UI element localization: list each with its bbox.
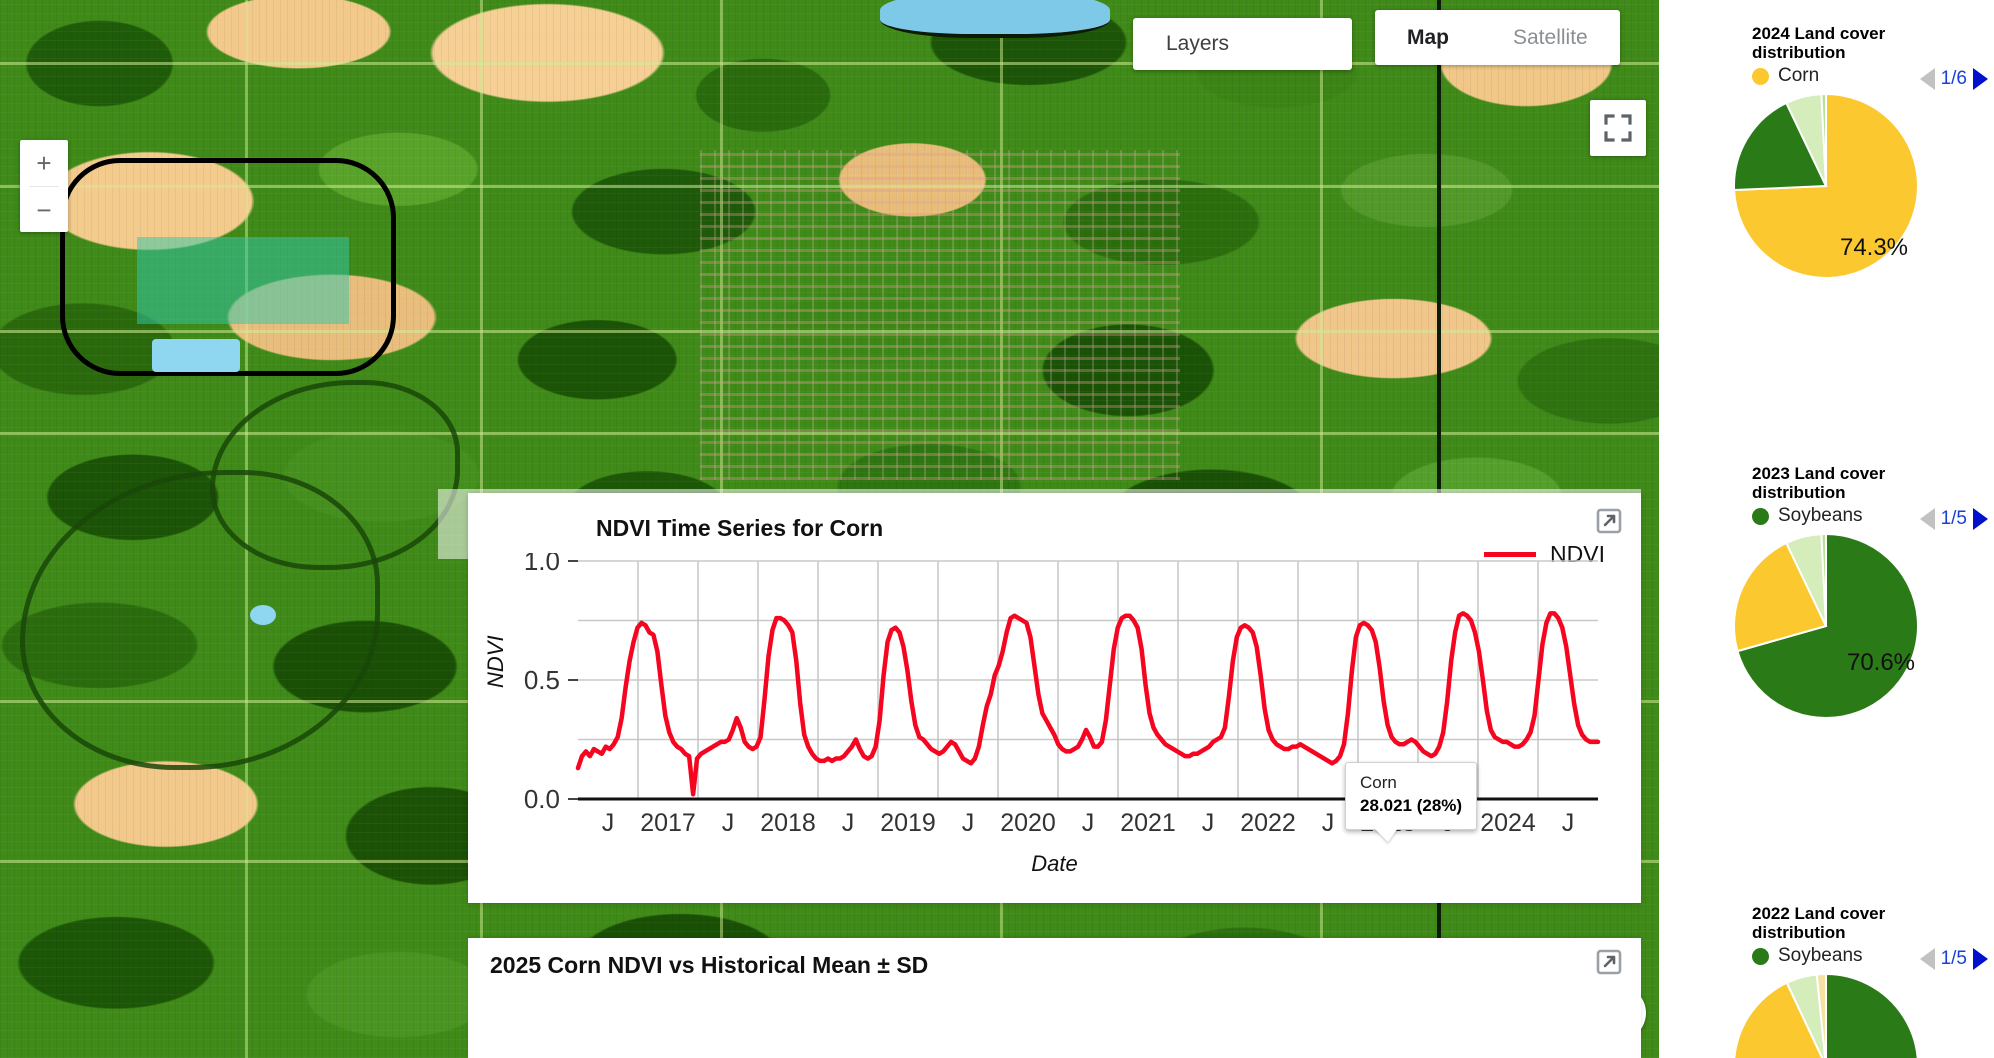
zoom-divider [29,186,59,187]
pager-prev-button[interactable] [1919,68,1935,90]
legend-entry-label: NDVI [1550,541,1605,567]
layers-button-label: Layers [1166,32,1230,55]
pie-chart-2022 [1733,972,1919,1058]
pager-next-button[interactable] [1973,68,1988,90]
svg-text:J: J [722,809,735,837]
map-river [20,470,380,770]
legend-label: Soybeans [1778,505,1863,527]
ndvi-plot-area[interactable]: 0.0 0.5 1.0 J 2017 J 2018 J 2019 J 2020 J 2021 J 2022 J… [468,546,1641,843]
ndvi-line-chart: 0.0 0.5 1.0 J 2017 J 2018 J 2019 J 2020 J 2021 J 2022 J… [524,546,1601,837]
panel-legend: Soybeans [1752,505,1932,527]
map-pond [250,605,276,625]
svg-text:2021: 2021 [1120,809,1176,837]
pager-count-label: 1/6 [1940,68,1967,89]
svg-text:J: J [1202,809,1215,837]
panel-pager: 1/5 [1919,948,1988,970]
svg-text:70.6%: 70.6% [1847,649,1915,676]
historical-comparison-chart-panel: 2025 Corn NDVI vs Historical Mean ± SD [468,938,1641,1058]
field-water-body [152,339,240,372]
map-road [0,185,1659,188]
svg-text:J: J [602,809,615,837]
panel-pager: 1/5 [1919,508,1988,530]
legend-color-swatch [1484,552,1537,557]
ndvi-chart-panel: NDVI Time Series for Corn NDVI NDVI 0.0 0… [468,493,1641,903]
panel-title: 2024 Land cover distribution [1752,24,1886,63]
layers-button[interactable]: Layers [1133,18,1352,70]
panel-title: 2023 Land cover distribution [1752,464,1886,503]
ndvi-chart-legend: NDVI [1484,541,1605,568]
svg-text:0.5: 0.5 [524,665,560,695]
pager-next-button[interactable] [1973,508,1988,530]
legend-label: Soybeans [1778,945,1863,967]
zoom-controls: + − [20,140,68,232]
pie-chart-holder[interactable]: 74.3% [1659,90,1994,295]
historical-comparison-chart-title: 2025 Corn NDVI vs Historical Mean ± SD [490,952,929,978]
field-boundary-polygon[interactable] [60,158,396,376]
svg-text:0.0: 0.0 [524,784,560,814]
tooltip-value: 28.021 (28%) [1360,795,1463,815]
legend-color-dot [1752,507,1769,525]
legend-label: Corn [1778,65,1820,87]
expand-chart2-icon[interactable] [1595,948,1623,976]
svg-text:J: J [1322,809,1335,837]
pager-count-label: 1/5 [1940,948,1967,969]
basemap-toggle: Map Satellite [1375,10,1620,65]
panel-legend: Soybeans [1752,945,1932,967]
panel-title: 2022 Land cover distribution [1752,904,1886,943]
zoom-in-button[interactable]: + [36,148,52,178]
pager-next-button[interactable] [1973,948,1988,970]
legend-color-dot [1752,67,1769,85]
land-cover-sidebar: 2024 Land cover distribution Corn 1/6 74… [1659,0,1994,1058]
svg-text:2024: 2024 [1480,809,1536,837]
svg-text:74.3%: 74.3% [1840,234,1908,261]
pie-chart-holder[interactable]: 70.6% [1659,530,1994,735]
panel-header: 2024 Land cover distribution Corn [1752,24,1932,87]
map-road [0,330,1659,333]
map-town-area [700,150,1180,480]
svg-text:2022: 2022 [1240,809,1296,837]
svg-text:2017: 2017 [640,809,696,837]
map-river [210,380,460,570]
svg-text:J: J [1562,809,1575,837]
pager-count-label: 1/5 [1940,508,1967,529]
pie-chart-2023: 70.6% [1733,532,1919,719]
svg-text:2019: 2019 [880,809,936,837]
ndvi-chart-wrapper: NDVI Time Series for Corn NDVI NDVI 0.0 0… [438,489,1641,978]
map-road [0,62,1659,65]
panel-pager: 1/6 [1919,68,1988,90]
map-lake [880,0,1110,38]
svg-text:2018: 2018 [760,809,816,837]
ndvi-chart-title: NDVI Time Series for Corn [596,515,884,541]
svg-text:1.0: 1.0 [524,553,560,576]
legend-color-dot [1752,947,1769,965]
pie-chart-holder[interactable] [1659,970,1994,1058]
external-link-icon [1596,949,1622,975]
svg-text:J: J [1082,809,1095,837]
external-link-icon [1596,508,1622,534]
fullscreen-icon [1604,114,1632,142]
zoom-out-button[interactable]: − [36,195,52,225]
pager-prev-button[interactable] [1919,508,1935,530]
panel-legend: Corn [1752,65,1932,87]
svg-text:J: J [962,809,975,837]
panel-header: 2022 Land cover distribution Soybeans [1752,904,1932,967]
pager-prev-button[interactable] [1919,948,1935,970]
x-axis-label: Date [1031,851,1078,876]
basemap-tab-satellite[interactable]: Satellite [1513,25,1588,49]
field-selection-rectangle[interactable] [137,237,349,324]
tooltip-title: Corn [1360,773,1397,792]
fullscreen-button[interactable] [1590,100,1646,156]
panel-header: 2023 Land cover distribution Soybeans [1752,464,1932,527]
svg-text:2020: 2020 [1000,809,1056,837]
basemap-tab-map[interactable]: Map [1407,25,1449,49]
svg-text:J: J [842,809,855,837]
pie-slice-tooltip: Corn 28.021 (28%) [1345,762,1478,830]
map-road [0,432,1659,435]
pie-chart-2024: 74.3% [1733,92,1919,279]
expand-chart-icon[interactable] [1595,507,1623,535]
